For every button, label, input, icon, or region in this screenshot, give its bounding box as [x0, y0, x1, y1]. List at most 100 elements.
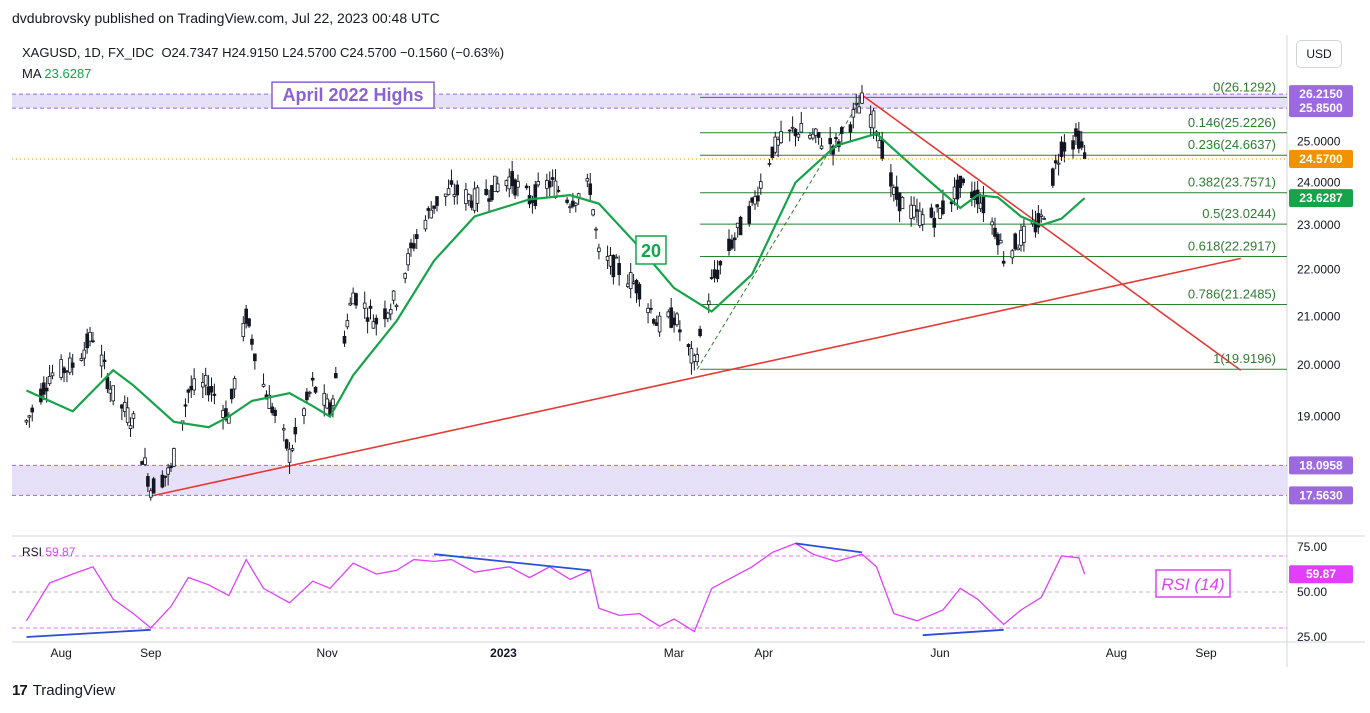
candle-body [770, 146, 775, 159]
candle-body [776, 139, 780, 146]
candle-body [909, 204, 913, 219]
candle-body [261, 383, 266, 387]
fib-label-2: 0.236(24.6637) [1188, 137, 1276, 152]
candle-body [290, 448, 295, 451]
ma-legend-label: MA [22, 66, 41, 81]
candle-body [270, 406, 275, 414]
candle-body [857, 106, 861, 114]
candle-body [666, 311, 671, 318]
candle-body [70, 362, 75, 368]
candle-body [120, 404, 124, 409]
candle-body [611, 254, 616, 278]
candle-body [403, 273, 407, 279]
candle-body [839, 127, 844, 134]
candle-body [122, 401, 127, 412]
candle-body [990, 221, 994, 226]
candle-body [978, 202, 983, 210]
candle-body [941, 200, 945, 214]
candle-body [484, 188, 488, 196]
tradingview-footer[interactable]: 17 TradingView [12, 682, 115, 699]
candle-body [146, 476, 150, 487]
candle-body [99, 354, 104, 367]
candle-body [816, 131, 821, 138]
candle-body [1019, 230, 1023, 246]
candle-body [692, 355, 697, 362]
candle-body [273, 409, 277, 416]
candle-body [920, 214, 925, 225]
candle-body [871, 110, 876, 129]
candle-body [935, 204, 939, 208]
rsi-annotation: RSI (14) [1161, 575, 1224, 594]
price-tick-2: 25.0000 [1297, 135, 1341, 149]
price-tick-11: 17.5630 [1299, 488, 1343, 502]
candle-body [796, 133, 801, 138]
candle-body [1051, 168, 1055, 186]
rsi-tick-2: 25.00 [1297, 630, 1327, 644]
candle-body [808, 135, 812, 139]
candle-body [568, 206, 572, 209]
candle-body [59, 359, 63, 378]
candle-body [715, 269, 720, 280]
candle-body [409, 242, 413, 249]
ma-line [26, 132, 1086, 429]
price-tick-9: 19.0000 [1297, 410, 1341, 424]
candle-body [1071, 140, 1075, 150]
price-tick-3: 24.0000 [1297, 176, 1341, 190]
candle-body [464, 189, 468, 204]
time-tick-1: Sep [140, 646, 162, 660]
candle-body [709, 277, 714, 279]
candle-body [469, 200, 474, 208]
candle-body [44, 387, 49, 392]
candle-body [1016, 247, 1020, 251]
candle-body [533, 184, 538, 206]
candle-body [68, 357, 72, 373]
candle-body [201, 382, 205, 388]
candle-body [591, 209, 595, 216]
candle-body [767, 163, 772, 165]
candle-body [371, 321, 376, 329]
candle-body [189, 385, 194, 391]
candle-body [362, 302, 367, 309]
candle-body [140, 461, 144, 465]
candle-body [961, 178, 965, 183]
candle-body [1077, 130, 1081, 149]
candle-body [449, 180, 454, 185]
ohlc-values: O24.7347 H24.9150 L24.5700 C24.5700 −0.1… [161, 45, 505, 60]
time-tick-3: 2023 [490, 646, 517, 660]
time-tick-6: Jun [930, 646, 949, 660]
candle-body [307, 391, 312, 394]
candle-body [958, 175, 963, 188]
candle-body [1036, 213, 1041, 228]
candle-body [626, 283, 630, 287]
last-candle-body [1083, 152, 1087, 160]
candle-body [753, 196, 757, 205]
price-zone-1 [12, 465, 1287, 496]
candle-body [1042, 217, 1046, 220]
candle-body [585, 178, 590, 182]
candle-body [669, 307, 673, 328]
candle-body [594, 228, 598, 231]
candle-body [897, 192, 902, 212]
candle-body [42, 382, 46, 395]
price-tick-10: 18.0958 [1299, 458, 1343, 472]
published-header: dvdubrovsky published on TradingView.com… [12, 10, 440, 26]
candle-body [192, 378, 196, 391]
price-tick-6: 22.0000 [1297, 263, 1341, 277]
price-tick-0: 26.2150 [1299, 87, 1343, 101]
currency-button[interactable]: USD [1296, 40, 1342, 68]
candle-body [82, 349, 87, 359]
candle-body [787, 129, 792, 132]
candle-body [490, 185, 494, 201]
ma-legend-value: 23.6287 [44, 66, 92, 81]
candle-body [727, 238, 731, 251]
candle-body [811, 133, 815, 139]
fib-label-4: 0.5(23.0244) [1202, 206, 1276, 221]
candle-body [253, 353, 257, 362]
rsi-divergence-1 [434, 553, 591, 572]
candle-body [698, 328, 702, 337]
candle-body [1013, 233, 1018, 250]
last-price-badge [1289, 150, 1353, 169]
candle-body [848, 124, 853, 133]
candle-body [143, 457, 147, 465]
